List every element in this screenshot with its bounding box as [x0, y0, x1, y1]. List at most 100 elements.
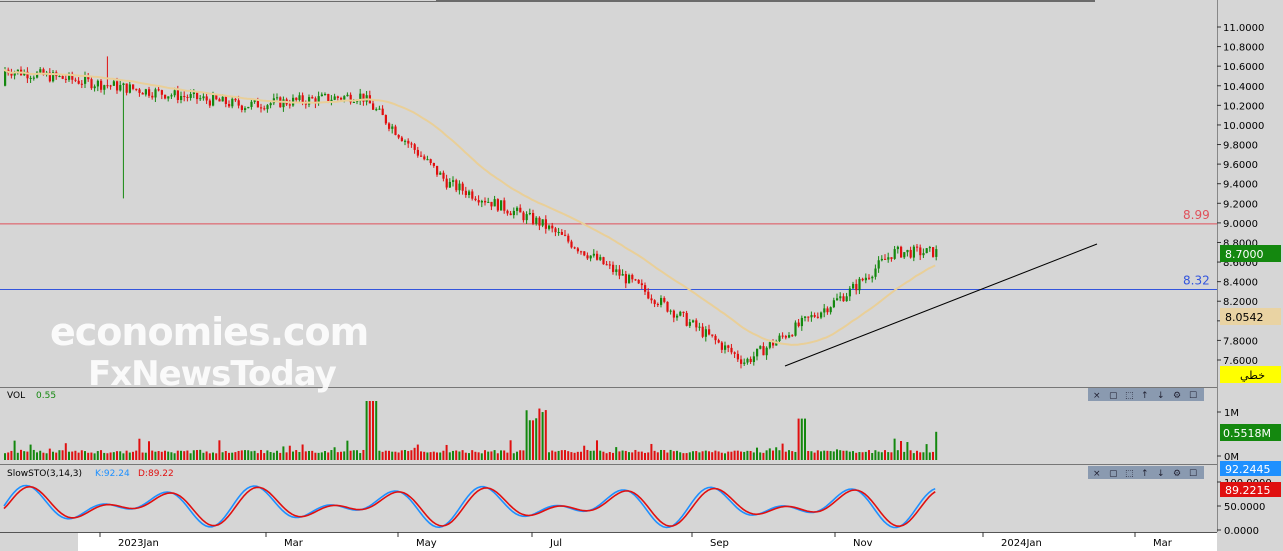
- volume-bar: [903, 451, 906, 460]
- volume-bar: [167, 451, 170, 460]
- volume-bar: [909, 450, 912, 460]
- candle-body: [356, 100, 359, 103]
- volume-bar: [650, 443, 653, 460]
- volume-bar: [308, 450, 310, 460]
- candle-body: [567, 235, 570, 242]
- volume-bar: [772, 450, 774, 460]
- candle-body: [564, 234, 567, 236]
- candle-body: [903, 252, 906, 258]
- candle-body: [599, 257, 602, 260]
- candle-body: [298, 95, 301, 100]
- volume-bar: [23, 451, 26, 460]
- volume-bar: [775, 447, 778, 460]
- candle-body: [538, 217, 541, 226]
- move-up-icon[interactable]: ↑: [1141, 469, 1149, 479]
- candle-body: [327, 94, 330, 102]
- volume-bar: [458, 451, 461, 460]
- price-tick-label: 10.6000: [1223, 62, 1264, 73]
- volume-bar: [554, 451, 557, 460]
- volume-bar: [39, 450, 42, 460]
- settings-icon[interactable]: ⚙: [1173, 469, 1181, 479]
- candle-body: [68, 73, 71, 80]
- candle-body: [362, 93, 365, 102]
- candle-body: [324, 94, 327, 96]
- top-border-gap: [0, 0, 436, 1]
- candle-body: [461, 183, 464, 191]
- stoch-d-tag: [1220, 482, 1281, 497]
- volume-bar: [596, 440, 598, 460]
- minimize-icon[interactable]: ▢: [1109, 469, 1118, 479]
- time-tick-label: 2024Jan: [1001, 538, 1042, 549]
- candle-body: [282, 99, 285, 108]
- volume-bar: [682, 453, 685, 460]
- stoch-k-label: K:92.24: [95, 469, 130, 479]
- candle-body: [682, 311, 685, 313]
- candle-body: [634, 279, 637, 281]
- volume-bar: [762, 452, 765, 460]
- candle-body: [797, 322, 800, 327]
- volume-bar: [183, 451, 186, 460]
- volume-bar: [285, 452, 288, 460]
- volume-bar: [288, 445, 291, 460]
- volume-bar: [733, 450, 736, 460]
- volume-bar: [349, 450, 352, 460]
- candle-body: [359, 93, 362, 101]
- volume-bar: [864, 451, 867, 460]
- candle-body: [752, 356, 755, 363]
- candle-body: [669, 310, 672, 312]
- candle-body: [794, 322, 797, 336]
- volume-bar: [180, 450, 182, 460]
- candle-body: [16, 69, 19, 73]
- candle-body: [199, 98, 202, 100]
- volume-bar: [439, 452, 442, 460]
- volume-bar: [474, 451, 477, 460]
- volume-bar: [324, 451, 326, 460]
- volume-bar: [103, 452, 106, 460]
- volume-bar: [119, 451, 122, 460]
- watermark-line1: economies.com: [50, 310, 368, 354]
- volume-bar: [592, 450, 595, 460]
- candle-body: [436, 165, 439, 175]
- candle-body: [42, 69, 45, 75]
- volume-bar: [93, 453, 96, 460]
- maximize-icon[interactable]: ⬚: [1125, 391, 1134, 401]
- candle-body: [26, 71, 29, 79]
- ma-value-label: 8.0542: [1225, 311, 1264, 324]
- hide-icon[interactable]: ☐: [1189, 391, 1197, 401]
- volume-bar: [925, 444, 928, 460]
- hide-icon[interactable]: ☐: [1189, 469, 1197, 479]
- volume-bar: [711, 452, 714, 460]
- stoch-panel-buttons: [1088, 466, 1204, 479]
- settings-icon[interactable]: ⚙: [1173, 391, 1181, 401]
- price-axis-bg: [1217, 0, 1283, 551]
- volume-bar: [858, 452, 861, 460]
- candle-body: [701, 326, 704, 337]
- move-down-icon[interactable]: ↓: [1157, 391, 1165, 401]
- volume-bar: [708, 451, 710, 460]
- move-down-icon[interactable]: ↓: [1157, 469, 1165, 479]
- maximize-icon[interactable]: ⬚: [1125, 469, 1134, 479]
- candle-body: [874, 268, 877, 277]
- volume-bar: [832, 451, 835, 460]
- candle-body: [644, 285, 647, 292]
- price-tick-label: 9.4000: [1223, 180, 1258, 191]
- candle-body: [77, 80, 80, 84]
- close-icon[interactable]: ×: [1093, 469, 1101, 479]
- linear-scale-tag: [1220, 366, 1281, 383]
- move-up-icon[interactable]: ↑: [1141, 391, 1149, 401]
- volume-bar: [685, 453, 688, 460]
- volume-bar: [736, 450, 739, 460]
- candle-body: [698, 326, 701, 328]
- stoch-k-value: 92.2445: [1225, 463, 1271, 476]
- volume-bar: [317, 452, 320, 460]
- candle-body: [218, 99, 221, 102]
- volume-bar: [109, 452, 112, 460]
- volume-bar: [564, 450, 566, 460]
- volume-bar: [416, 444, 419, 460]
- volume-bar: [352, 450, 355, 460]
- close-icon[interactable]: ×: [1093, 391, 1101, 401]
- minimize-icon[interactable]: ▢: [1109, 391, 1118, 401]
- volume-bar: [660, 449, 662, 460]
- volume-bar: [884, 450, 886, 460]
